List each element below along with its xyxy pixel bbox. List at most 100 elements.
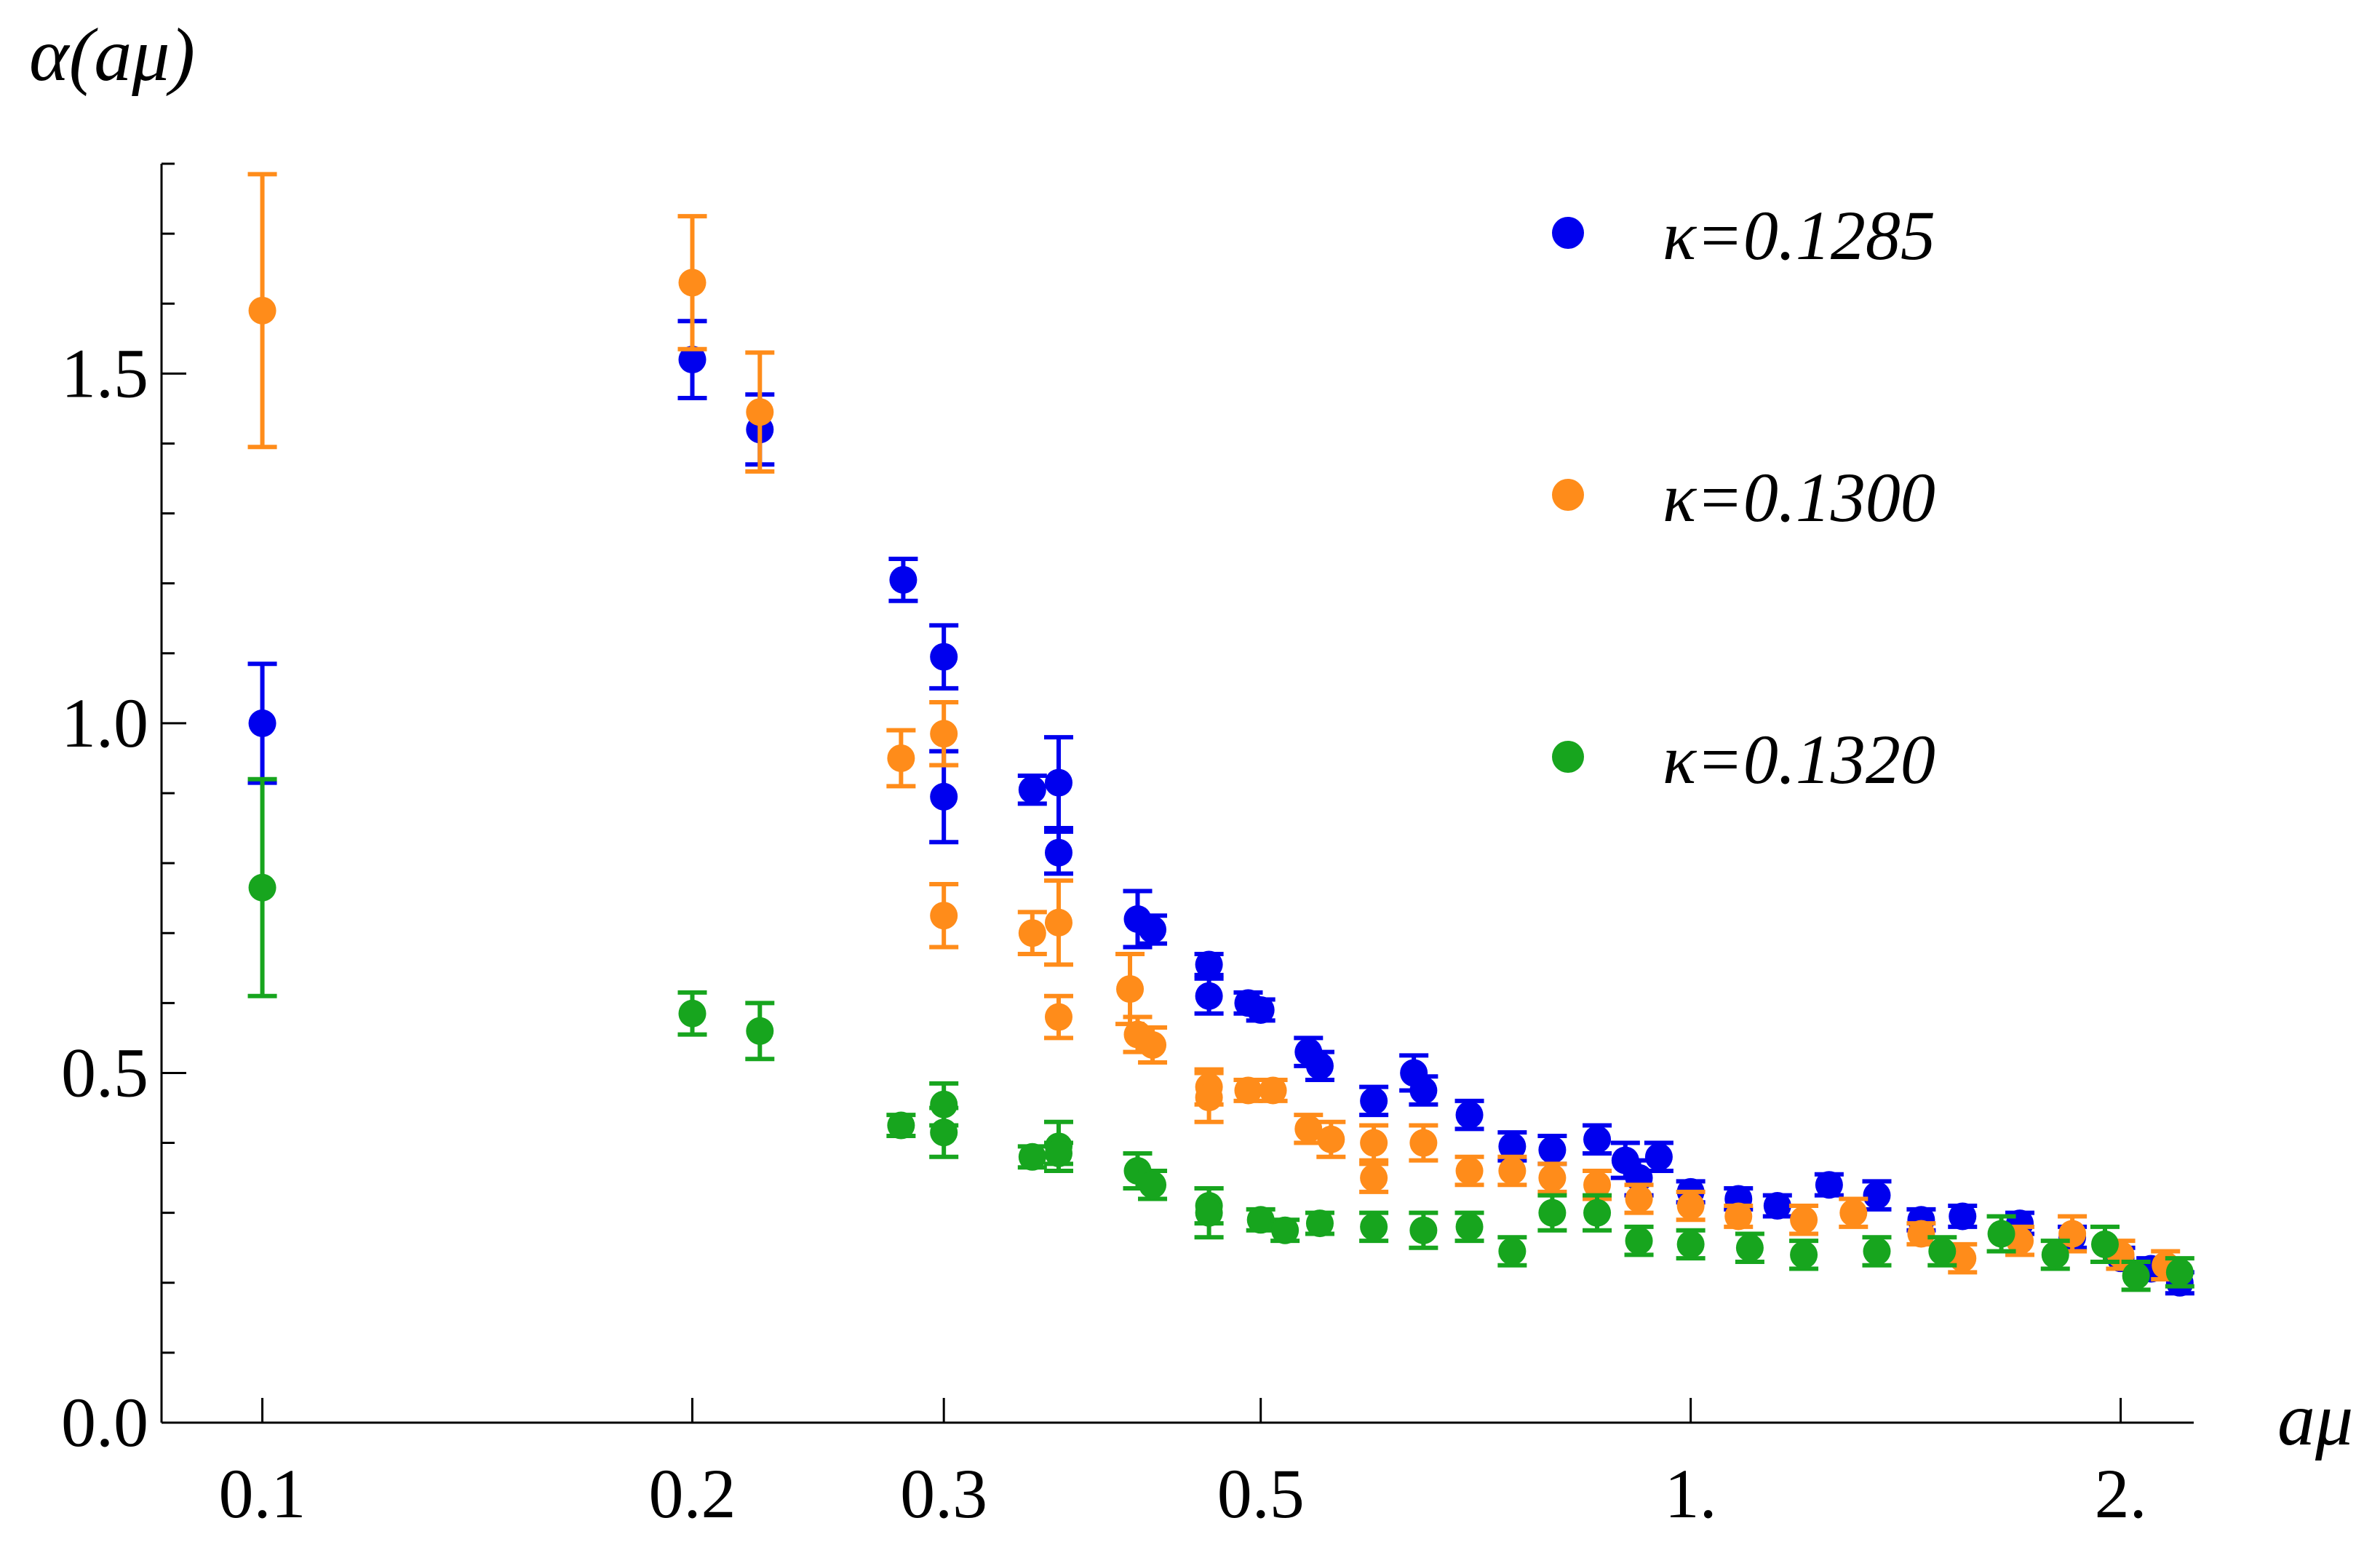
data-point — [678, 346, 707, 374]
data-point — [930, 902, 958, 930]
data-point — [1644, 1142, 1673, 1171]
data-point — [1360, 1129, 1388, 1157]
data-point — [1246, 1206, 1275, 1234]
data-point — [1583, 1199, 1612, 1227]
plot-area — [247, 172, 2194, 1297]
data-point — [1360, 1086, 1388, 1115]
data-point — [1246, 995, 1275, 1024]
data-point — [1360, 1164, 1388, 1192]
series-2 — [247, 172, 2181, 1281]
y-tick-label: 0.0 — [61, 1383, 148, 1461]
data-point — [1195, 982, 1223, 1010]
data-point — [248, 296, 276, 325]
data-point — [1498, 1157, 1527, 1185]
x-tick-label: 0.5 — [1217, 1455, 1305, 1533]
data-point — [1234, 1076, 1262, 1105]
data-point — [1044, 1003, 1072, 1031]
data-point — [1583, 1171, 1612, 1199]
data-point — [930, 782, 958, 811]
data-point — [1139, 915, 1167, 944]
data-point — [1044, 908, 1072, 937]
data-point — [1317, 1125, 1345, 1153]
y-tick-label: 1.5 — [61, 334, 148, 412]
data-point — [1044, 838, 1072, 867]
data-point — [678, 999, 707, 1028]
data-point — [1259, 1076, 1287, 1105]
data-point — [1294, 1115, 1323, 1143]
data-point — [1735, 1233, 1764, 1262]
data-point — [930, 1118, 958, 1147]
legend-marker — [1552, 741, 1584, 773]
x-tick-label: 0.3 — [900, 1455, 987, 1533]
data-point — [1116, 975, 1145, 1003]
data-point — [1409, 1129, 1438, 1157]
data-point — [1305, 1209, 1334, 1238]
data-point — [2041, 1241, 2069, 1269]
data-point — [1409, 1076, 1438, 1105]
data-point — [1839, 1199, 1868, 1227]
x-tick-label: 0.2 — [649, 1455, 736, 1533]
data-point — [1271, 1216, 1300, 1244]
series-3 — [247, 776, 2194, 1292]
legend-label: κ=0.1285 — [1663, 196, 1935, 274]
x-tick-label: 2. — [2095, 1455, 2147, 1533]
legend-label: κ=0.1320 — [1663, 720, 1935, 798]
data-point — [1360, 1212, 1388, 1241]
data-point — [1195, 950, 1223, 979]
data-point — [1763, 1192, 1791, 1220]
legend-marker — [1552, 479, 1584, 511]
data-point — [930, 1090, 958, 1118]
legend-marker — [1552, 217, 1584, 249]
data-point — [1724, 1202, 1753, 1231]
data-point — [1538, 1199, 1567, 1227]
data-point — [1625, 1227, 1653, 1255]
data-point — [1949, 1202, 1977, 1231]
data-point — [1455, 1212, 1484, 1241]
data-point — [746, 398, 774, 426]
y-ticks: 0.0 0.5 1.0 1.5 — [61, 162, 186, 1461]
data-point — [1018, 919, 1046, 947]
data-point — [887, 744, 915, 772]
data-point — [2165, 1258, 2194, 1287]
data-point — [248, 709, 276, 737]
data-point — [889, 565, 918, 594]
data-point — [2090, 1230, 2119, 1258]
legend: κ=0.1285 κ=0.1300 κ=0.1320 — [1552, 196, 1935, 798]
x-ticks: 0.1 0.2 0.3 0.5 1. 2. — [219, 1398, 2147, 1533]
data-point — [1139, 1171, 1167, 1199]
data-point — [1907, 1220, 1935, 1248]
data-point — [1498, 1237, 1527, 1265]
data-point — [1018, 1142, 1046, 1171]
x-tick-label: 1. — [1665, 1455, 1717, 1533]
data-point — [1498, 1132, 1527, 1161]
data-point — [1987, 1220, 2015, 1248]
data-point — [1863, 1237, 1891, 1265]
data-point — [930, 643, 958, 671]
data-point — [887, 1111, 915, 1140]
data-point — [2122, 1262, 2150, 1290]
data-point — [1455, 1157, 1484, 1185]
data-point — [1195, 1199, 1223, 1227]
data-point — [1018, 776, 1046, 804]
data-point — [746, 1017, 774, 1045]
data-point — [1676, 1192, 1705, 1220]
data-point — [1409, 1216, 1438, 1244]
x-axis-label: aμ — [2277, 1378, 2353, 1461]
data-point — [1044, 1139, 1072, 1167]
data-point — [1625, 1185, 1653, 1213]
legend-label: κ=0.1300 — [1663, 458, 1935, 536]
data-point — [1583, 1125, 1612, 1153]
data-point — [1538, 1136, 1567, 1164]
data-point — [1455, 1101, 1484, 1129]
data-point — [1928, 1237, 1957, 1265]
data-point — [1044, 768, 1072, 797]
data-point — [1139, 1031, 1167, 1059]
data-point — [1305, 1052, 1334, 1080]
data-point — [1790, 1206, 1818, 1234]
data-point — [1790, 1241, 1818, 1269]
data-point — [1863, 1181, 1891, 1209]
y-tick-label: 0.5 — [61, 1033, 148, 1111]
data-point — [1676, 1230, 1705, 1258]
data-point — [1815, 1171, 1843, 1199]
